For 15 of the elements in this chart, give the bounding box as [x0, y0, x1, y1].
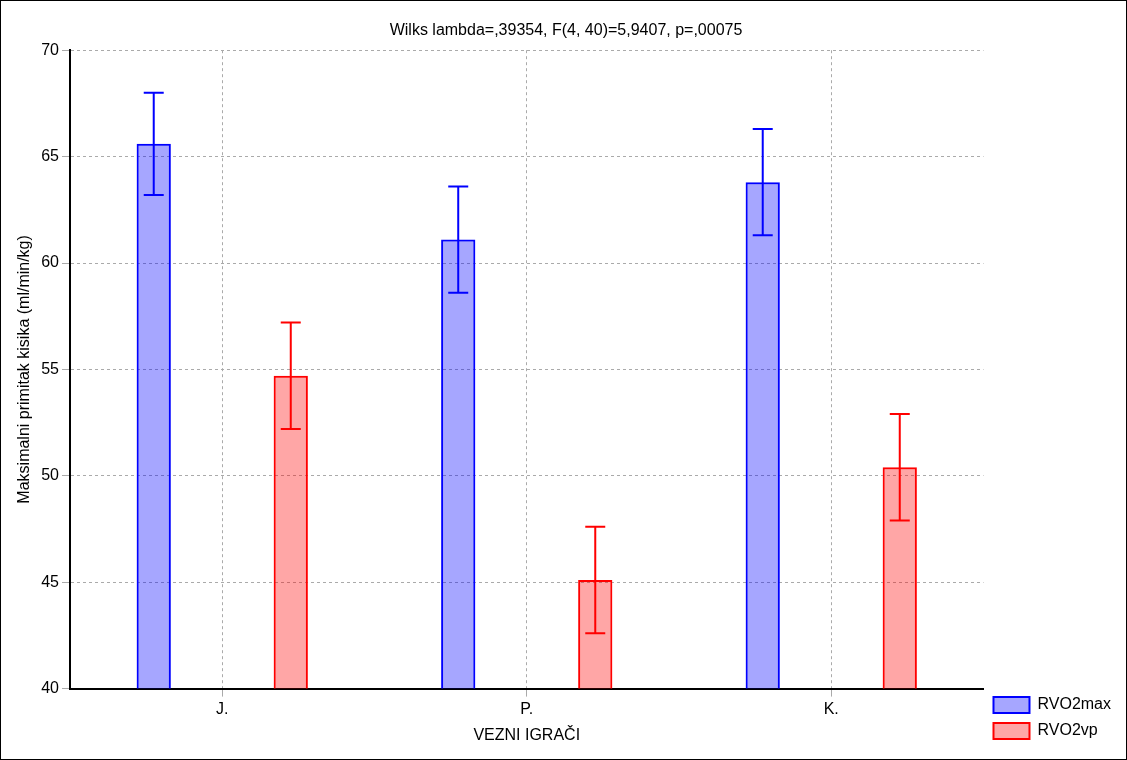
y-tick-label: 65 [41, 147, 60, 165]
y-tick-label: 40 [41, 679, 60, 697]
y-tick-label: 50 [41, 466, 60, 484]
y-axis-title: Maksimalni primitak kisika (ml/min/kg) [15, 235, 33, 504]
legend-label: RVO2max [1037, 695, 1112, 713]
x-tick-label: J. [216, 699, 229, 717]
x-tick-label: K. [823, 699, 839, 717]
y-tick-label: 60 [41, 253, 60, 271]
y-tick-label: 70 [41, 40, 60, 58]
y-tick-label: 45 [41, 572, 60, 590]
legend-label: RVO2vp [1037, 721, 1098, 739]
y-tick-label: 55 [41, 359, 60, 377]
x-tick-label: P. [520, 699, 534, 717]
chart-title: Wilks lambda=,39354, F(4, 40)=5,9407, p=,00075 [389, 21, 743, 39]
x-axis-title: VEZNI IGRAČI [473, 724, 581, 743]
